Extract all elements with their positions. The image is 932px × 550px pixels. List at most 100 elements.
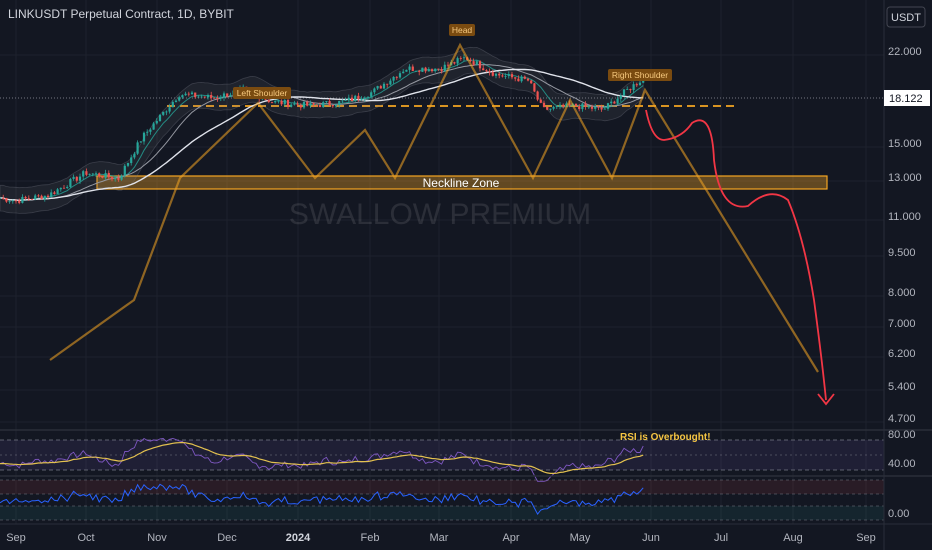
candle-body xyxy=(146,131,149,133)
candle-body xyxy=(549,108,552,110)
candle-body xyxy=(354,95,357,101)
osc-tick: 0.00 xyxy=(888,508,909,520)
time-tick: Aug xyxy=(783,532,803,544)
candle-body xyxy=(155,121,158,124)
candle-body xyxy=(600,107,603,110)
candle-body xyxy=(94,173,98,175)
candle-body xyxy=(491,72,494,76)
candle-body xyxy=(574,103,578,107)
candle-body xyxy=(88,173,91,175)
candle-body xyxy=(376,86,379,89)
candle-body xyxy=(629,89,632,91)
candle-body xyxy=(0,197,2,199)
projection-arrowhead-icon xyxy=(817,393,835,406)
candle-body xyxy=(558,104,562,107)
candle-body xyxy=(363,97,366,99)
candle-body xyxy=(578,106,581,110)
osc-band-bottom xyxy=(0,506,884,520)
currency-button-frame[interactable] xyxy=(886,6,926,28)
candle-body xyxy=(328,101,331,105)
left-shoulder-badge xyxy=(233,87,291,99)
rsi-tick: 40.00 xyxy=(888,458,916,470)
candle-body xyxy=(379,86,382,89)
candle-body xyxy=(507,74,510,76)
candle-body xyxy=(130,157,133,164)
candle-body xyxy=(270,102,274,103)
time-tick: Sep xyxy=(856,532,876,544)
candle-body xyxy=(37,195,40,197)
time-tick: Sep xyxy=(6,532,26,544)
candle-body xyxy=(69,179,72,187)
candle-body xyxy=(587,106,590,108)
candle-body xyxy=(635,84,638,86)
candle-body xyxy=(82,171,85,177)
neckline-zone xyxy=(96,175,828,190)
candle-body xyxy=(590,106,594,109)
candle-body xyxy=(120,175,123,180)
time-tick: Nov xyxy=(147,532,167,544)
candle-body xyxy=(322,102,325,107)
candle-body xyxy=(411,66,414,71)
candle-body xyxy=(469,59,472,62)
current-price-label: 18.122 xyxy=(889,93,923,105)
candle-body xyxy=(568,103,571,106)
candle-body xyxy=(200,96,203,98)
candle-body xyxy=(75,176,78,181)
candle-body xyxy=(123,165,126,176)
candle-body xyxy=(414,70,418,72)
candle-body xyxy=(539,99,542,103)
ma-mid-line xyxy=(0,64,644,201)
candle-body xyxy=(382,83,386,89)
candle-body xyxy=(347,97,350,101)
current-price-badge xyxy=(884,90,930,106)
moving-averages xyxy=(0,59,644,202)
candle-body xyxy=(171,101,174,108)
candle-body xyxy=(520,76,523,82)
candle-body xyxy=(46,195,50,198)
right-shoulder-label: Right Shoulder xyxy=(612,70,668,80)
candle-body xyxy=(283,99,286,105)
candle-body xyxy=(98,173,101,177)
candle-body xyxy=(158,114,162,122)
right-shoulder-badge xyxy=(608,69,672,81)
candle-body xyxy=(226,93,229,97)
candle-body xyxy=(203,96,206,98)
candle-body xyxy=(597,106,600,108)
candle-body xyxy=(430,69,434,72)
candle-body xyxy=(360,98,363,100)
candle-body xyxy=(338,100,341,105)
candle-body xyxy=(296,103,299,105)
candle-body xyxy=(2,197,5,199)
grid-lines xyxy=(0,0,884,524)
candle-body xyxy=(357,95,360,100)
candle-body xyxy=(312,103,315,105)
candle-body xyxy=(616,98,619,104)
candle-body xyxy=(418,70,421,72)
rsi-line xyxy=(0,437,644,482)
candle-body xyxy=(373,88,376,93)
currency-button[interactable]: USDT xyxy=(886,6,926,28)
candle-body xyxy=(501,75,504,77)
oscillator-line xyxy=(0,483,644,516)
rsi-lines xyxy=(0,437,644,482)
time-axis[interactable]: Sep Oct Nov Dec 2024 Feb Mar Apr May Jun… xyxy=(6,532,876,544)
candle-body xyxy=(149,129,152,132)
neckline-label: Neckline Zone xyxy=(423,176,500,190)
candle-body xyxy=(286,99,290,107)
candle-body xyxy=(619,95,622,99)
candle-body xyxy=(392,76,395,81)
candle-body xyxy=(325,101,328,103)
candle-body xyxy=(459,58,462,59)
candle-body xyxy=(222,93,226,98)
price-axis[interactable]: 22.000 15.000 13.000 11.000 9.500 8.000 … xyxy=(884,46,930,425)
candle-body xyxy=(302,101,306,108)
candle-body xyxy=(318,105,322,107)
currency-button-label[interactable]: USDT xyxy=(891,12,921,24)
candle-body xyxy=(488,71,491,73)
candle-body xyxy=(581,103,584,110)
candle-body xyxy=(165,111,168,113)
price-tick: 5.400 xyxy=(888,381,916,393)
candle-body xyxy=(181,95,184,98)
